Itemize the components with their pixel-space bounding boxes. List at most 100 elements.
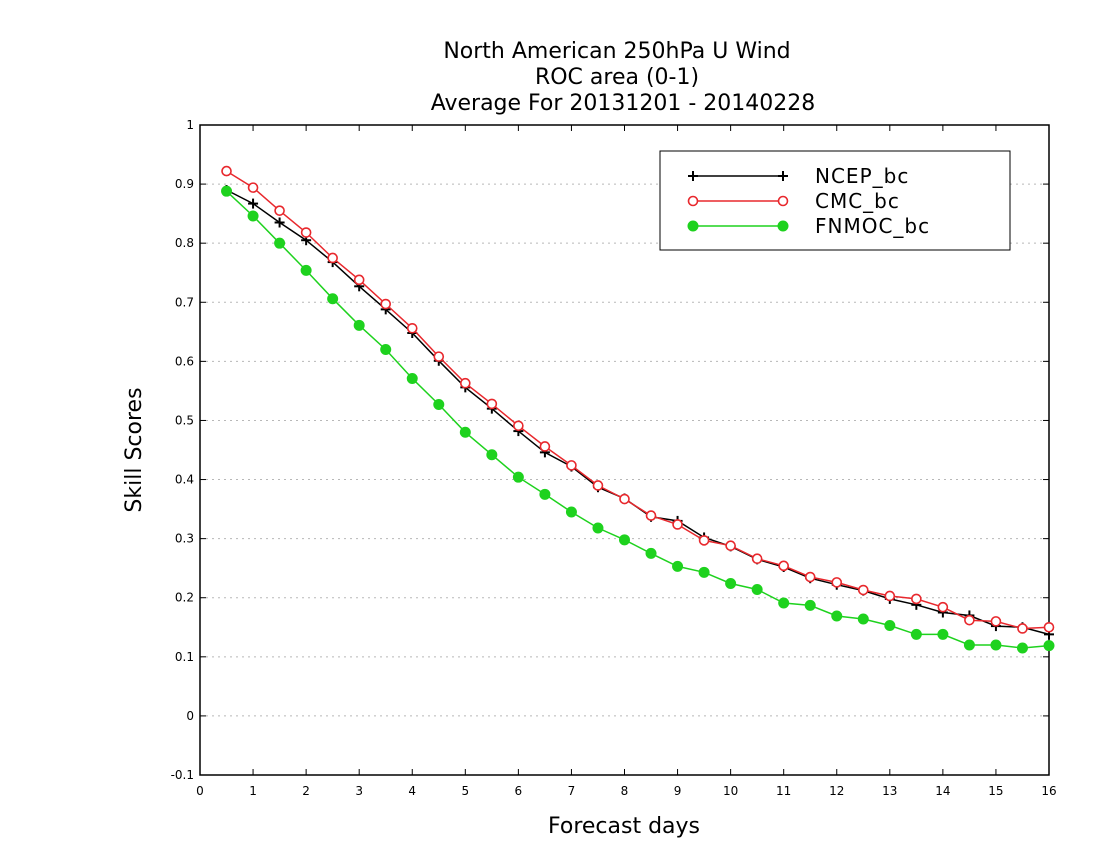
- chart-title: North American 250hPa U Wind: [443, 39, 790, 64]
- series-cmc-bc-point: [513, 420, 524, 432]
- axis-ticks: -0.100.10.20.30.40.50.60.70.80.910 1 2 3 4 5 6…: [171, 118, 1057, 798]
- y-tick-label: 0.9: [175, 177, 194, 191]
- series-fnmoc-bc-point: [274, 237, 286, 249]
- x-tick-label: 6: [515, 784, 523, 798]
- y-tick-label: 0.7: [175, 295, 194, 309]
- chart-subtitle-2: Average For 20131201 - 20140228: [431, 91, 816, 116]
- series-cmc-bc-point: [698, 535, 710, 546]
- series-cmc-bc-point: [460, 377, 471, 389]
- series-ncep-bc-point: [248, 198, 259, 209]
- legend-item-cmc-bc: CMC_bc: [687, 189, 900, 213]
- series-fnmoc-bc-point: [751, 583, 763, 595]
- x-tick-label: 11: [776, 784, 791, 798]
- series-fnmoc-bc-point: [1043, 640, 1055, 652]
- series-fnmoc-bc-point: [778, 597, 790, 609]
- series-fnmoc-bc-point: [698, 566, 710, 578]
- legend-item-ncep-bc: NCEP_bc: [688, 164, 908, 188]
- series-cmc-bc-point: [911, 593, 922, 605]
- y-tick-label: 0: [186, 709, 194, 723]
- series-fnmoc-bc-point: [433, 399, 445, 410]
- chart-subtitle: ROC area (0-1): [535, 65, 699, 90]
- series-group: [221, 165, 1055, 654]
- series-cmc-bc-point: [486, 398, 498, 410]
- series-ncep-bc-point: [274, 217, 285, 228]
- y-tick-label: 0.3: [175, 532, 194, 546]
- x-axis-label: Forecast days: [548, 814, 700, 839]
- series-cmc-bc: [221, 165, 1055, 634]
- series-cmc-bc-point: [221, 165, 232, 177]
- series-ncep-bc: [221, 185, 1054, 640]
- series-cmc-bc-point: [274, 205, 285, 216]
- x-tick-label: 10: [723, 784, 738, 798]
- series-cmc-bc-point: [619, 493, 630, 505]
- series-cmc-bc-point: [804, 571, 816, 583]
- x-tick-label: 1: [249, 784, 257, 798]
- series-cmc-bc-point: [937, 601, 949, 613]
- series-cmc-bc-point: [672, 519, 683, 530]
- legend-cmc-bc-point: [687, 195, 699, 207]
- y-axis-label: Skill Scores: [122, 387, 147, 512]
- series-cmc-bc-point: [300, 227, 312, 238]
- series-cmc-bc-point: [964, 614, 975, 626]
- x-tick-label: 0: [196, 784, 204, 798]
- y-tick-label: 1: [186, 118, 194, 132]
- x-tick-label: 4: [408, 784, 416, 798]
- series-fnmoc-bc-point: [725, 578, 737, 590]
- series-cmc-bc-point: [247, 182, 259, 193]
- series-fnmoc-bc-point: [1016, 642, 1028, 654]
- x-tick-label: 7: [568, 784, 576, 798]
- y-tick-label: 0.8: [175, 236, 194, 250]
- series-cmc-bc-point: [539, 441, 551, 452]
- series-cmc-bc-point: [990, 616, 1002, 627]
- series-fnmoc-bc: [221, 185, 1055, 654]
- series-fnmoc-bc-point: [937, 628, 949, 640]
- y-tick-label: 0.5: [175, 413, 194, 427]
- series-cmc-bc-point: [645, 510, 657, 521]
- x-tick-label: 2: [302, 784, 310, 798]
- series-fnmoc-bc-point: [247, 210, 259, 222]
- series-fnmoc-bc-point: [459, 426, 471, 438]
- series-cmc-bc-point: [433, 351, 445, 362]
- series-fnmoc-bc-point: [380, 344, 392, 356]
- x-tick-label: 14: [935, 784, 950, 798]
- series-cmc-bc-point: [1017, 623, 1028, 634]
- x-tick-label: 8: [621, 784, 629, 798]
- series-fnmoc-bc-point: [910, 628, 922, 640]
- series-fnmoc-bc-point: [857, 613, 869, 625]
- series-fnmoc-bc-point: [831, 610, 843, 622]
- series-fnmoc-bc-point: [619, 534, 630, 546]
- series-fnmoc-bc-point: [592, 522, 604, 534]
- x-tick-label: 16: [1041, 784, 1056, 798]
- y-tick-label: 0.6: [175, 354, 194, 368]
- series-cmc-bc-point: [406, 322, 418, 334]
- series-line-fnmoc-bc: [225, 190, 1050, 649]
- series-fnmoc-bc-point: [353, 319, 365, 331]
- series-cmc-bc-point: [592, 480, 604, 491]
- series-cmc-bc-point: [327, 252, 338, 264]
- legend-label: CMC_bc: [815, 189, 900, 213]
- series-fnmoc-bc-point: [884, 620, 896, 631]
- series-fnmoc-bc-point: [963, 639, 975, 651]
- legend-label: FNMOC_bc: [815, 214, 930, 238]
- series-fnmoc-bc-point: [645, 547, 657, 559]
- legend-fnmoc-bc-point: [777, 220, 789, 232]
- series-fnmoc-bc-point: [327, 293, 339, 305]
- x-tick-label: 12: [829, 784, 844, 798]
- x-tick-label: 3: [355, 784, 363, 798]
- series-cmc-bc-point: [566, 460, 577, 471]
- series-cmc-bc-point: [353, 274, 365, 286]
- x-tick-label: 9: [674, 784, 682, 798]
- series-fnmoc-bc-point: [990, 639, 1002, 651]
- legend-item-fnmoc-bc: FNMOC_bc: [687, 214, 930, 238]
- x-tick-label: 13: [882, 784, 897, 798]
- series-fnmoc-bc-point: [672, 560, 684, 572]
- x-tick-label: 15: [988, 784, 1003, 798]
- legend-cmc-bc-point: [777, 195, 789, 207]
- series-fnmoc-bc-point: [406, 373, 418, 384]
- y-tick-label: 0.1: [175, 650, 194, 664]
- y-tick-label: 0.2: [175, 591, 194, 605]
- series-fnmoc-bc-point: [539, 488, 551, 500]
